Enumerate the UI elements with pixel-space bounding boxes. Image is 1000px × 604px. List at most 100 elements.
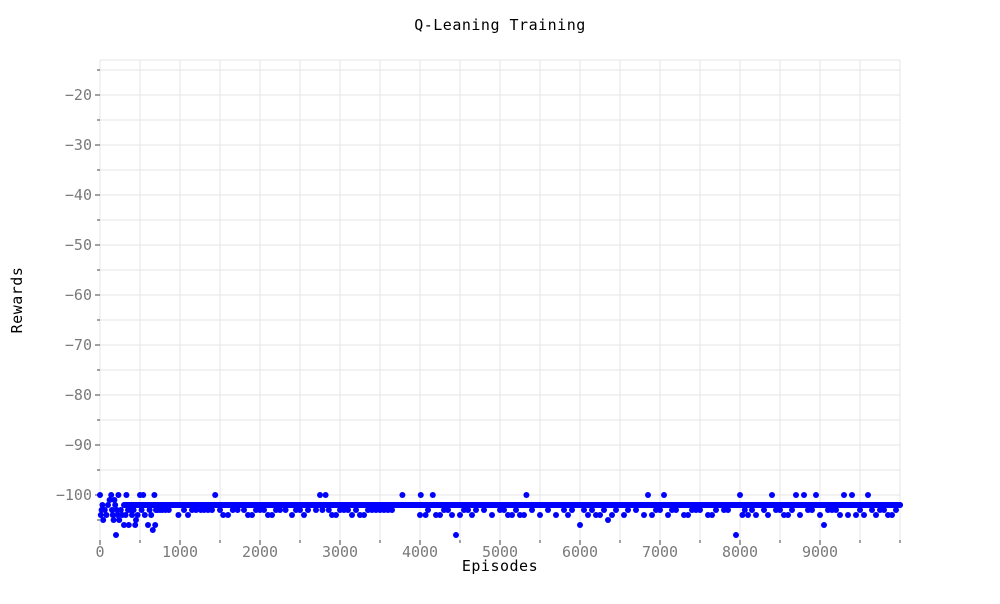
x-tick-label: 0 xyxy=(95,543,104,561)
data-point xyxy=(481,507,487,513)
data-point xyxy=(881,507,887,513)
data-point xyxy=(745,512,751,518)
data-point xyxy=(101,507,108,513)
data-point xyxy=(97,492,103,498)
data-point xyxy=(117,507,124,513)
data-point xyxy=(739,512,746,518)
data-point xyxy=(645,492,651,498)
data-point xyxy=(473,507,479,513)
data-point xyxy=(553,512,559,518)
data-point xyxy=(569,507,575,513)
data-point xyxy=(389,507,395,513)
ticks-layer: 0 1000 2000 3000 4000 5000 6000 7000 8000 9000 −10… xyxy=(56,69,901,561)
data-point xyxy=(845,512,851,518)
data-point xyxy=(585,512,591,518)
data-point xyxy=(99,502,106,508)
data-point xyxy=(140,492,147,498)
data-point xyxy=(261,507,267,513)
x-tick-label: 4000 xyxy=(402,543,438,561)
data-point xyxy=(425,507,431,513)
data-point xyxy=(521,512,527,518)
y-tick-label: −100 xyxy=(56,486,92,504)
data-point xyxy=(809,507,815,513)
data-point xyxy=(103,512,110,518)
data-point xyxy=(697,507,703,513)
data-point xyxy=(225,512,231,518)
data-point xyxy=(449,512,455,518)
data-point xyxy=(105,502,111,508)
data-point xyxy=(132,522,139,528)
data-point xyxy=(641,512,647,518)
x-tick-label: 9000 xyxy=(802,543,838,561)
data-point xyxy=(399,492,406,498)
data-point xyxy=(817,512,823,518)
data-point xyxy=(100,517,107,523)
data-point xyxy=(889,512,895,518)
data-point xyxy=(116,517,123,523)
data-point xyxy=(561,507,567,513)
data-point xyxy=(445,507,451,513)
data-point xyxy=(138,507,145,513)
data-point xyxy=(609,512,615,518)
data-point xyxy=(725,507,731,513)
data-point xyxy=(313,507,319,513)
data-point xyxy=(529,507,535,513)
data-point xyxy=(437,512,443,518)
data-point xyxy=(277,507,283,513)
data-point xyxy=(709,512,715,518)
data-point xyxy=(146,507,153,513)
y-tick-label: −20 xyxy=(65,86,92,104)
data-point xyxy=(873,512,879,518)
data-point xyxy=(417,512,423,518)
y-tick-label: −30 xyxy=(65,136,92,154)
data-point xyxy=(319,507,326,513)
data-point xyxy=(217,507,223,513)
data-point xyxy=(333,512,339,518)
data-point xyxy=(537,512,543,518)
data-point xyxy=(837,512,843,518)
data-point xyxy=(673,507,679,513)
data-point xyxy=(209,507,215,513)
data-point xyxy=(469,512,475,518)
x-tick-label: 1000 xyxy=(162,543,198,561)
data-point xyxy=(151,492,158,498)
data-point xyxy=(861,512,867,518)
data-point xyxy=(621,512,627,518)
data-point xyxy=(509,512,515,518)
data-point xyxy=(577,522,583,528)
data-point xyxy=(601,507,607,513)
data-point xyxy=(322,492,329,498)
data-point xyxy=(801,492,807,498)
data-point xyxy=(317,492,323,498)
data-point xyxy=(212,492,219,498)
data-point xyxy=(749,507,755,513)
data-point xyxy=(753,512,759,518)
y-tick-label: −40 xyxy=(65,186,92,204)
data-point xyxy=(97,512,104,518)
data-point xyxy=(453,532,459,538)
data-point xyxy=(112,502,119,508)
data-point xyxy=(141,512,148,518)
data-point xyxy=(289,512,295,518)
data-point xyxy=(169,502,175,508)
data-point xyxy=(109,507,115,513)
data-point xyxy=(113,532,119,538)
data-point xyxy=(777,507,783,513)
data-point xyxy=(130,507,137,513)
data-point xyxy=(545,507,551,513)
data-point xyxy=(633,507,639,513)
data-point xyxy=(115,492,122,498)
x-tick-label: 2000 xyxy=(242,543,278,561)
data-point xyxy=(713,507,719,513)
data-point xyxy=(649,512,655,518)
data-point xyxy=(241,507,247,513)
data-point xyxy=(234,507,241,513)
grid-layer xyxy=(99,59,901,540)
data-point xyxy=(282,507,289,513)
data-point xyxy=(417,492,424,498)
data-point xyxy=(793,492,799,498)
data-point xyxy=(489,512,495,518)
data-point xyxy=(129,512,135,518)
data-point xyxy=(361,512,367,518)
data-point xyxy=(134,512,141,518)
